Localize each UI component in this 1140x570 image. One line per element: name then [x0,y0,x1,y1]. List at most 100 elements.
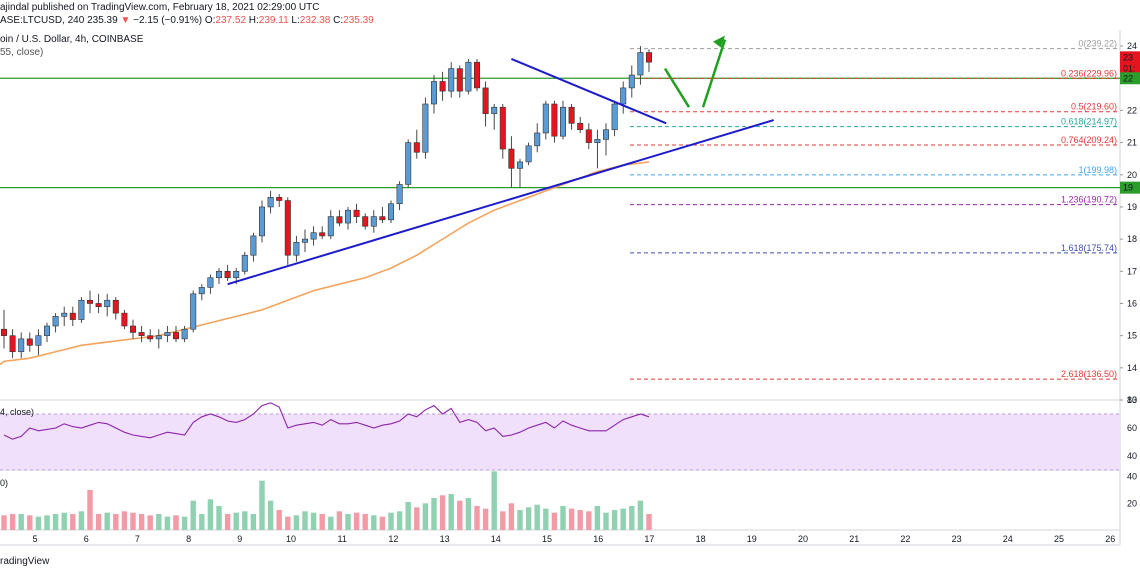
volume-bar [457,500,463,530]
volume-bar [525,507,532,530]
volume-bar [9,514,16,530]
green-arrow-down [663,67,691,108]
candle-body [9,335,16,353]
volume-bar [52,514,59,530]
close-label: C: [333,15,344,26]
candle-body [250,235,257,256]
symbol-label: ASE:LTCUSD, 240 [0,15,85,26]
candle-body [611,103,618,131]
volume-bar [35,516,42,530]
volume-bar [293,515,300,530]
candle-body [585,129,592,143]
candle-body [130,325,137,333]
volume-bar [586,511,592,530]
candle-body [370,216,377,227]
candle-body [525,145,532,163]
volume-bar [233,512,239,530]
volume-bar [27,515,33,530]
price-badge-label: 23 [1123,52,1133,62]
volume-bar [534,504,540,530]
x-tick-label: 16 [593,534,603,544]
candle-body [508,148,515,169]
volume-bar [87,490,93,530]
candle-body [387,203,394,221]
candle-body [69,312,76,320]
volume-bar [353,512,360,530]
candle-body [87,299,94,304]
volume-label: 0) [0,478,9,488]
y-tick-label: 13 [1127,395,1137,405]
candle-body [344,209,351,224]
candle-body [121,312,128,327]
price-badge [1120,62,1140,75]
candle-body [104,299,111,307]
candle-body [542,103,549,134]
volume-bar [224,514,231,530]
y-tick-label: 16 [1127,298,1137,308]
candle-body [645,52,652,63]
candle-body [0,328,8,336]
candle-body [258,206,265,237]
candle-body [224,271,231,279]
volume-bar [482,508,489,530]
candle-body [499,106,506,150]
x-tick-label: 8 [186,534,191,544]
candle-body [138,332,145,336]
volume-bar [422,503,429,530]
volume-bar [156,514,162,530]
volume-bar [310,512,317,530]
price-badge [1120,51,1140,64]
volume-bar [543,508,549,530]
x-tick-label: 26 [1105,534,1115,544]
candle-body [276,197,283,201]
candle-body [620,87,627,105]
x-tick-label: 24 [1003,534,1013,544]
volume-bar [121,511,128,530]
fib-level-label: 0.5(219.60) [1071,102,1117,112]
candle-body [465,61,472,92]
chart-title: oin / U.S. Dollar, 4h, COINBASE [0,34,144,45]
volume-bar [207,499,214,530]
candle-body [293,242,300,256]
volume-tick-label: 20 [1127,498,1137,508]
volume-bar [328,516,334,530]
y-tick-label: 18 [1127,234,1137,244]
volume-bar [336,511,343,530]
volume-bar [199,514,205,530]
volume-bar [44,515,50,530]
candle-body [267,197,274,208]
volume-bar [164,516,171,530]
volume-bar [439,495,446,530]
candle-body [559,106,566,137]
high-value: 239.11 [258,15,289,26]
candle-body [551,103,558,137]
volume-bar [319,514,325,530]
rsi-line [3,402,650,440]
volume-bar [465,498,472,530]
x-tick-label: 25 [1054,534,1064,544]
x-tick-label: 11 [338,534,347,544]
volume-bar [568,508,575,530]
volume-bar [70,514,76,530]
x-tick-label: 20 [798,534,808,544]
low-label: L: [291,15,300,26]
x-tick-label: 23 [952,534,962,544]
candle-body [181,328,188,340]
x-tick-label: 5 [32,534,37,544]
volume-bar [577,510,583,530]
x-tick-label: 19 [747,534,757,544]
volume-bar [560,506,566,530]
candle-body [439,81,446,92]
fib-level-label: 2.618(136.50) [1061,369,1117,379]
y-tick-label: 24 [1127,41,1137,51]
volume-bar [181,516,188,530]
volume-bar [267,500,274,530]
y-tick-label: 21 [1127,138,1137,148]
volume-bar [78,511,85,530]
candle-body [52,316,59,327]
candle-body [112,299,119,314]
candle-body [95,303,102,307]
volume-bar [259,480,265,530]
volume-bar [276,510,282,530]
